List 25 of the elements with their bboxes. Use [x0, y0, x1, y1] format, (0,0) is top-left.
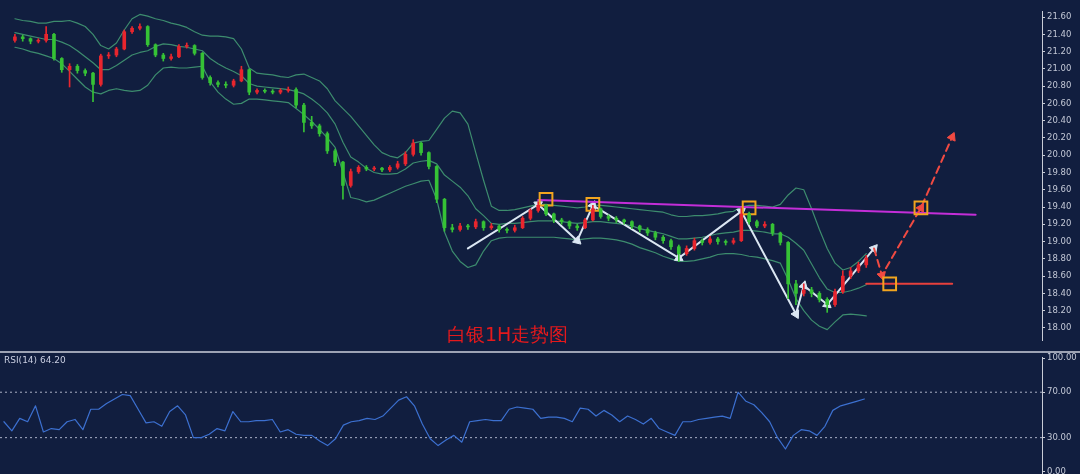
- y-tick-label: 20.60: [1047, 97, 1072, 108]
- y-tick-label: 100.00: [1047, 352, 1077, 363]
- y-tick-label: 19.80: [1047, 166, 1072, 177]
- y-tick-label: 21.20: [1047, 45, 1072, 56]
- y-tick-label: 70.00: [1047, 386, 1072, 397]
- text: 白银1H走势图: [447, 323, 569, 345]
- y-tick-label: 20.00: [1047, 149, 1072, 160]
- y-tick-label: 19.40: [1047, 201, 1072, 212]
- y-tick-label: 21.40: [1047, 28, 1072, 39]
- y-tick-label: 20.20: [1047, 132, 1072, 143]
- chart-title: RSI(14) 64.20: [4, 355, 66, 365]
- y-tick-label: 18.40: [1047, 287, 1072, 298]
- y-tick-label: 19.20: [1047, 218, 1072, 229]
- y-tick-label: 21.00: [1047, 63, 1072, 74]
- y-tick-label: 20.80: [1047, 80, 1072, 91]
- y-tick-label: 18.20: [1047, 304, 1072, 315]
- y-tick-label: 21.60: [1047, 11, 1072, 22]
- y-tick-label: 20.40: [1047, 114, 1072, 125]
- y-tick-label: 18.80: [1047, 253, 1072, 264]
- y-tick-label: 30.00: [1047, 431, 1072, 442]
- y-tick-label: 0.00: [1047, 465, 1066, 474]
- y-tick-label: 18.60: [1047, 270, 1072, 281]
- y-tick-label: 19.60: [1047, 183, 1072, 194]
- y-tick-label: 18.00: [1047, 322, 1072, 333]
- y-tick-label: 19.00: [1047, 235, 1072, 246]
